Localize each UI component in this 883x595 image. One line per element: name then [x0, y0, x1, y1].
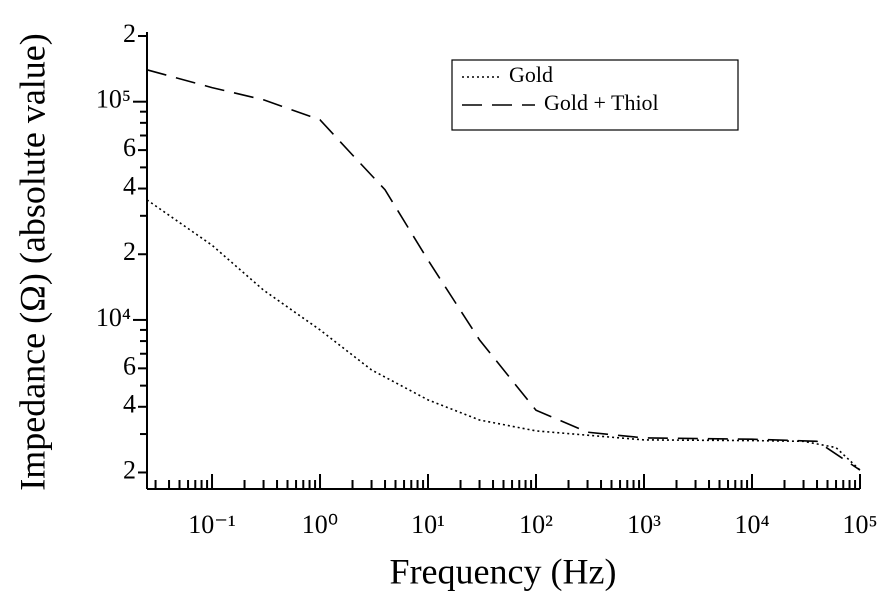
x-axis-label: Frequency (Hz): [390, 551, 617, 591]
y-tick-label: 2: [123, 455, 136, 484]
x-tick-label: 10⁻¹: [188, 510, 236, 539]
y-tick-label: 2: [123, 237, 136, 266]
x-tick-label: 10⁵: [842, 510, 877, 539]
y-axis-label: Impedance (Ω) (absolute value): [12, 33, 52, 491]
x-tick-label: 10⁰: [302, 510, 338, 539]
legend-box: [451, 59, 739, 131]
y-tick-label: 10⁵: [96, 85, 131, 114]
line-series: [146, 69, 861, 471]
y-tick-label: 6: [123, 351, 136, 380]
x-tick-label: 10²: [519, 510, 553, 539]
legend-label: Gold + Thiol: [544, 90, 659, 115]
x-tick-label: 10⁴: [734, 510, 769, 539]
legend-label: Gold: [509, 62, 553, 87]
y-tick-label: 10⁴: [96, 303, 131, 332]
x-tick-label: 10³: [627, 510, 661, 539]
x-tick-label: 10¹: [411, 510, 445, 539]
y-tick-label: 2: [123, 19, 136, 48]
y-tick-label: 4: [123, 390, 136, 419]
y-tick-label: 6: [123, 133, 136, 162]
y-tick-label: 4: [123, 172, 136, 201]
line-series: [146, 199, 861, 471]
